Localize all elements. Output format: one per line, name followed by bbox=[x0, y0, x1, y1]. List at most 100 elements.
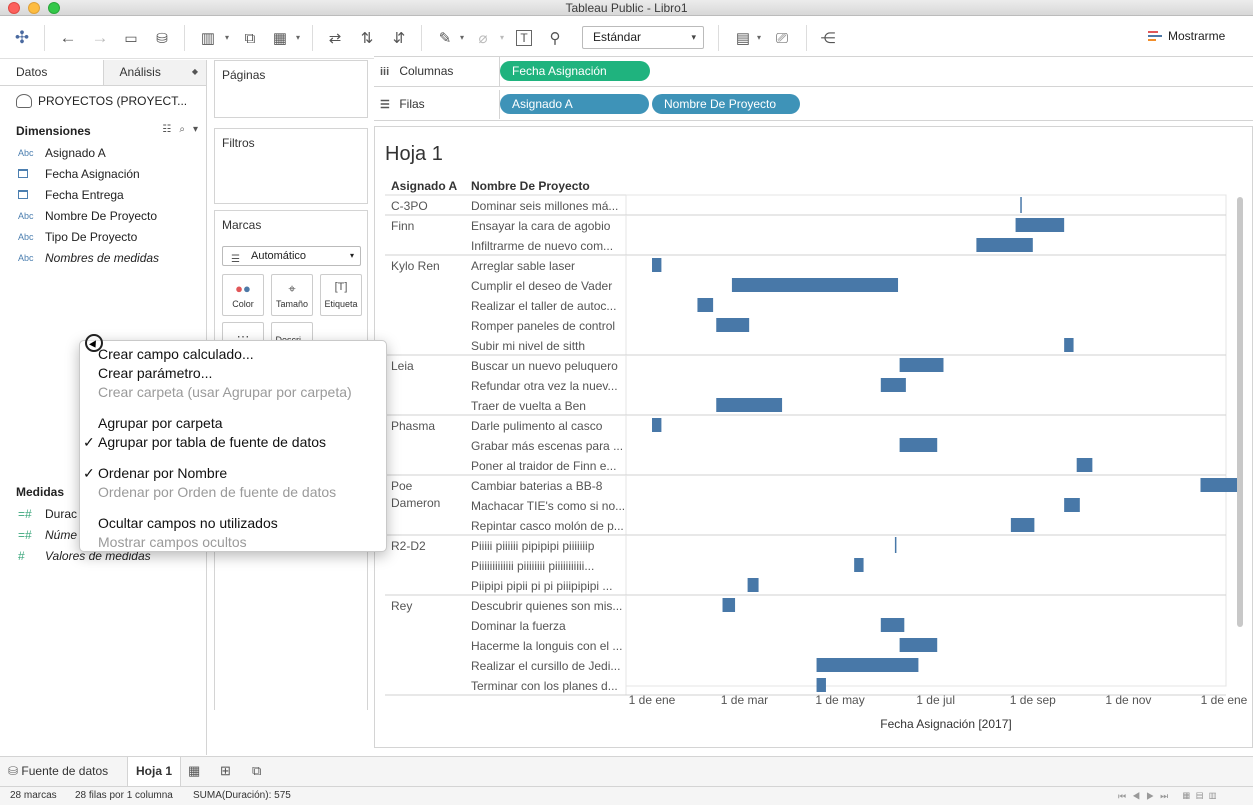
new-worksheet-tab-icon[interactable]: ▦ bbox=[188, 763, 201, 778]
header-asignado-a[interactable]: Asignado A bbox=[391, 179, 458, 193]
gantt-bar[interactable] bbox=[816, 658, 919, 672]
field-valores-de-medidas[interactable]: # Valores de medidas bbox=[18, 549, 151, 563]
pill-nombre-de-proyecto[interactable]: Nombre De Proyecto bbox=[652, 94, 800, 114]
show-cards-caret-icon[interactable]: ▾ bbox=[757, 33, 762, 42]
field-numero[interactable]: =# Núme bbox=[18, 528, 77, 542]
task-label[interactable]: Piiiiiiiiiiiii piiiiiiii piiiiiiiiiii... bbox=[471, 559, 594, 573]
menu-item-crear-campo-calculado[interactable]: Crear campo calculado... bbox=[98, 345, 254, 363]
field-nombres-de-medidas[interactable]: Abc Nombres de medidas bbox=[18, 251, 159, 265]
gantt-chart[interactable]: C-3PO Dominar seis millones má... Finn Ensa… bbox=[375, 127, 1252, 747]
new-datasource-icon[interactable]: ⛁ bbox=[156, 29, 168, 46]
show-me-button[interactable]: Mostrarme bbox=[1148, 29, 1225, 43]
task-label[interactable]: Refundar otra vez la nuev... bbox=[471, 379, 618, 393]
task-label[interactable]: Terminar con los planes d... bbox=[471, 679, 618, 693]
field-fecha-entrega[interactable]: Fecha Entrega bbox=[18, 188, 124, 202]
gantt-bar[interactable] bbox=[899, 358, 944, 372]
task-label[interactable]: Grabar más escenas para ... bbox=[471, 439, 623, 453]
task-label[interactable]: Descubrir quienes son mis... bbox=[471, 599, 622, 613]
field-asignado-a[interactable]: Abc Asignado A bbox=[18, 146, 106, 160]
share-icon[interactable]: ⋲ bbox=[820, 30, 836, 47]
task-label[interactable]: Traer de vuelta a Ben bbox=[471, 399, 586, 413]
group-label[interactable]: C-3PO bbox=[391, 199, 428, 213]
gantt-bar[interactable] bbox=[899, 438, 938, 452]
gantt-bar[interactable] bbox=[1015, 218, 1065, 232]
task-label[interactable]: Ensayar la cara de agobio bbox=[471, 219, 611, 233]
gantt-bar[interactable] bbox=[1010, 518, 1035, 532]
group-label[interactable]: Finn bbox=[391, 219, 414, 233]
task-label[interactable]: Realizar el taller de autoc... bbox=[471, 299, 616, 313]
redo-icon[interactable]: → bbox=[91, 28, 109, 47]
gantt-bar[interactable] bbox=[1064, 498, 1080, 512]
highlight-icon[interactable]: ✎ bbox=[438, 30, 452, 47]
gantt-bar[interactable] bbox=[1076, 458, 1093, 472]
task-label[interactable]: Arreglar sable laser bbox=[471, 259, 575, 273]
group-label[interactable]: Poe bbox=[391, 479, 413, 493]
zoom-window-button[interactable] bbox=[48, 2, 60, 14]
clear-sheet-icon[interactable]: ▦ bbox=[272, 30, 288, 47]
label-button[interactable]: [T] Etiqueta bbox=[320, 274, 362, 316]
menu-item-agrupar-por-carpeta[interactable]: Agrupar por carpeta bbox=[98, 414, 223, 432]
group-label[interactable]: Phasma bbox=[391, 419, 435, 433]
mark-type-select[interactable]: ☰ Automático ▾ bbox=[222, 246, 361, 266]
group-caret-icon[interactable]: ▾ bbox=[500, 33, 505, 42]
new-dashboard-tab-icon[interactable]: ⊞ bbox=[220, 763, 231, 778]
header-nombre-de-proyecto[interactable]: Nombre De Proyecto bbox=[471, 179, 590, 193]
gantt-bar[interactable] bbox=[1200, 478, 1240, 492]
task-label[interactable]: Realizar el cursillo de Jedi... bbox=[471, 659, 620, 673]
save-icon[interactable]: ▭ bbox=[124, 29, 138, 46]
gantt-bar[interactable] bbox=[816, 678, 826, 692]
sort-desc-icon[interactable]: ⇵ bbox=[392, 30, 406, 47]
size-button[interactable]: ⌖ Tamaño bbox=[271, 274, 313, 316]
tab-analisis[interactable]: Análisis ◆ bbox=[103, 60, 206, 85]
pages-card[interactable]: Páginas bbox=[214, 60, 368, 118]
task-label[interactable]: Dominar la fuerza bbox=[471, 619, 566, 633]
clear-sheet-caret-icon[interactable]: ▾ bbox=[296, 33, 301, 42]
gantt-bar[interactable] bbox=[894, 537, 897, 553]
task-label[interactable]: Romper paneles de control bbox=[471, 319, 615, 333]
sheet-nav-icons[interactable]: ⏮◀▶⏭ ▦▤▥ bbox=[1118, 791, 1223, 801]
new-worksheet-icon[interactable]: ▥ bbox=[200, 30, 216, 47]
gantt-bar[interactable] bbox=[880, 618, 905, 632]
undo-icon[interactable]: ← bbox=[59, 28, 77, 47]
task-label[interactable]: Piipipi pipii pi pi piiipipipi ... bbox=[471, 579, 612, 593]
gantt-bar[interactable] bbox=[652, 418, 662, 432]
duplicate-icon[interactable]: ⧉ bbox=[244, 29, 256, 47]
columns-shelf[interactable]: iii Columnas Fecha Asignación bbox=[374, 56, 1253, 87]
swap-icon[interactable]: ⇄ bbox=[328, 30, 342, 47]
gantt-bar[interactable] bbox=[716, 398, 783, 412]
task-label[interactable]: Infiltrarme de nuevo com... bbox=[471, 239, 613, 253]
gantt-bar[interactable] bbox=[652, 258, 662, 272]
gantt-bar[interactable] bbox=[731, 278, 899, 292]
gantt-bar[interactable] bbox=[697, 298, 714, 312]
gantt-bar[interactable] bbox=[899, 638, 938, 652]
presentation-icon[interactable]: ⎚ bbox=[775, 29, 788, 47]
gantt-bar[interactable] bbox=[747, 578, 759, 592]
show-cards-icon[interactable]: ▤ bbox=[735, 30, 751, 47]
task-label[interactable]: Darle pulimento al casco bbox=[471, 419, 603, 433]
sort-asc-icon[interactable]: ⇅ bbox=[360, 30, 374, 47]
search-icon[interactable]: ⌕ bbox=[179, 124, 185, 135]
group-label[interactable]: Kylo Ren bbox=[391, 259, 440, 273]
vertical-scrollbar[interactable] bbox=[1237, 197, 1243, 627]
gantt-bar[interactable] bbox=[1020, 197, 1022, 213]
gantt-bar[interactable] bbox=[716, 318, 750, 332]
task-label[interactable]: Buscar un nuevo peluquero bbox=[471, 359, 618, 373]
pin-icon[interactable]: ⚲ bbox=[549, 30, 561, 47]
task-label[interactable]: Dominar seis millones má... bbox=[471, 199, 618, 213]
group-label[interactable]: Dameron bbox=[391, 496, 440, 510]
filters-card[interactable]: Filtros bbox=[214, 128, 368, 204]
view-list-icon[interactable]: ☷ bbox=[162, 124, 172, 135]
task-label[interactable]: Cumplir el deseo de Vader bbox=[471, 279, 612, 293]
task-label[interactable]: Piiiii piiiiii pipipipi piiiiiiip bbox=[471, 539, 595, 553]
field-tipo-de-proyecto[interactable]: Abc Tipo De Proyecto bbox=[18, 230, 137, 244]
tab-fuente-de-datos[interactable]: ⛁ Fuente de datos bbox=[8, 757, 108, 786]
gantt-bar[interactable] bbox=[880, 378, 906, 392]
new-story-tab-icon[interactable]: ⧉ bbox=[252, 763, 262, 778]
field-fecha-asignacion[interactable]: Fecha Asignación bbox=[18, 167, 140, 181]
gantt-bar[interactable] bbox=[854, 558, 864, 572]
menu-caret-icon[interactable]: ▾ bbox=[192, 124, 198, 135]
group-label[interactable]: Rey bbox=[391, 599, 412, 613]
minimize-window-button[interactable] bbox=[28, 2, 40, 14]
gantt-bar[interactable] bbox=[722, 598, 736, 612]
viz-area[interactable]: Hoja 1 Asignado A Nombre De Proyecto C-3… bbox=[374, 126, 1253, 748]
